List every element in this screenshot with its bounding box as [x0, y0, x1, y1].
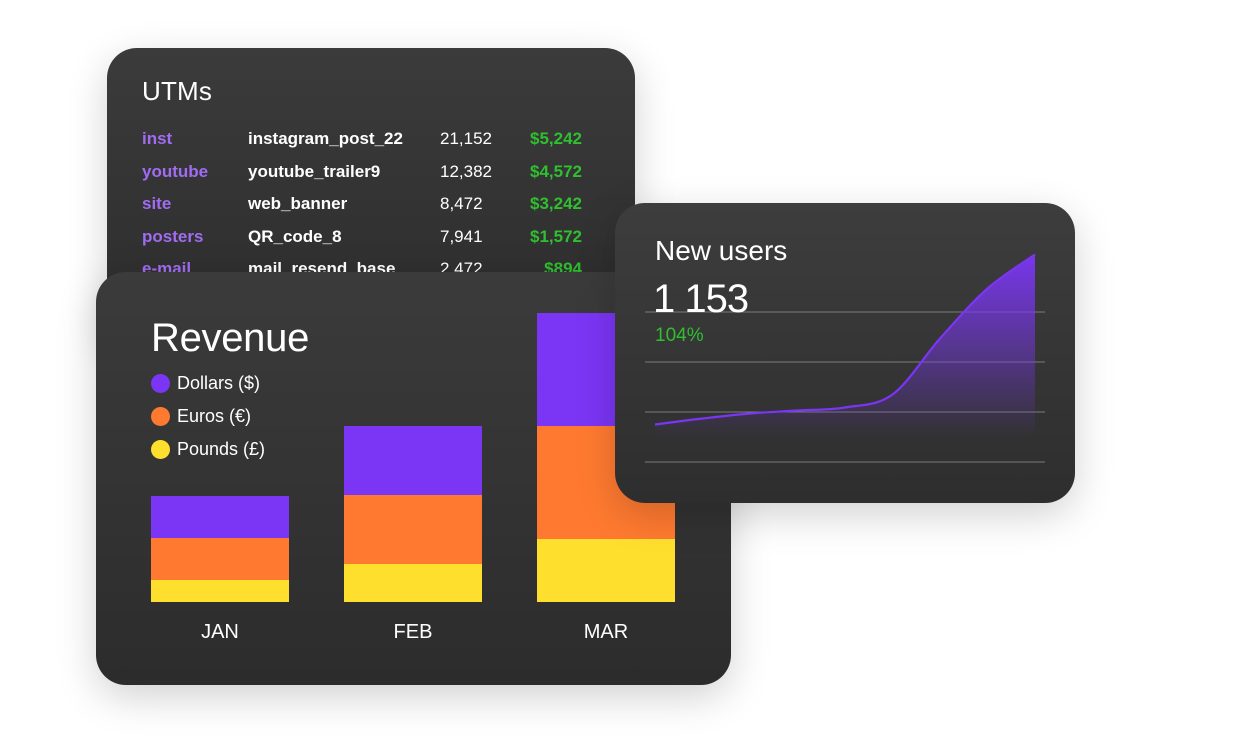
bar-jan-pounds [151, 580, 289, 602]
utm-source: posters [142, 226, 204, 246]
utm-campaign: youtube_trailer9 [248, 161, 381, 181]
utm-visits: 12,382 [440, 161, 492, 181]
utm-revenue: $1,572 [530, 226, 582, 246]
utm-title: UTMs [142, 76, 213, 106]
new-users-card: New users 1 153 104% [615, 203, 1075, 503]
table-row: site web_banner 8,472 $3,242 [142, 188, 582, 221]
new-users-area-chart [645, 253, 1045, 463]
legend-label-euros: Euros (€) [177, 406, 252, 426]
utm-campaign: web_banner [248, 194, 348, 214]
legend-item-dollars: Dollars ($) [151, 367, 265, 400]
utm-source: inst [142, 129, 173, 149]
x-tick-label: JAN [201, 621, 239, 643]
utm-revenue: $4,572 [530, 161, 582, 181]
legend-item-euros: Euros (€) [151, 400, 265, 433]
legend-label-dollars: Dollars ($) [177, 373, 261, 393]
utm-campaign: instagram_post_22 [248, 129, 403, 149]
utm-table-body: inst instagram_post_22 21,152 $5,242 youtube… [142, 123, 582, 286]
utm-campaign: QR_code_8 [248, 226, 342, 246]
revenue-legend: Dollars ($) Euros (€) Pounds (£) [151, 367, 265, 466]
utm-revenue: $5,242 [530, 129, 582, 149]
utm-visits: 8,472 [440, 194, 483, 214]
new-users-title: New users [655, 235, 788, 266]
bar-mar-pounds [537, 539, 675, 602]
bar-feb-dollars [344, 426, 482, 495]
new-users-value: 1 153 [653, 277, 749, 321]
table-row: inst instagram_post_22 21,152 $5,242 [142, 123, 582, 156]
new-users-growth: 104% [655, 325, 704, 346]
legend-dot-pounds [151, 440, 170, 459]
legend-dot-dollars [151, 374, 170, 393]
x-tick-label: MAR [584, 621, 628, 643]
table-row: youtube youtube_trailer9 12,382 $4,572 [142, 156, 582, 189]
new-users-area [655, 254, 1035, 438]
utm-revenue: $3,242 [530, 194, 582, 214]
bar-feb-pounds [344, 564, 482, 602]
utm-source: site [142, 194, 172, 214]
utm-table: inst instagram_post_22 21,152 $5,242 youtube… [142, 123, 582, 286]
utm-source: youtube [142, 161, 209, 181]
utm-visits: 7,941 [440, 226, 483, 246]
legend-dot-euros [151, 407, 170, 426]
new-users-line [654, 253, 1036, 426]
revenue-title: Revenue [151, 316, 310, 360]
utm-visits: 21,152 [440, 129, 492, 149]
bar-jan-dollars [151, 496, 289, 538]
legend-item-pounds: Pounds (£) [151, 433, 265, 466]
legend-label-pounds: Pounds (£) [177, 439, 266, 459]
x-tick-label: FEB [394, 621, 433, 643]
bar-jan-euros [151, 538, 289, 580]
bar-feb-euros [344, 495, 482, 564]
table-row: posters QR_code_8 7,941 $1,572 [142, 221, 582, 254]
